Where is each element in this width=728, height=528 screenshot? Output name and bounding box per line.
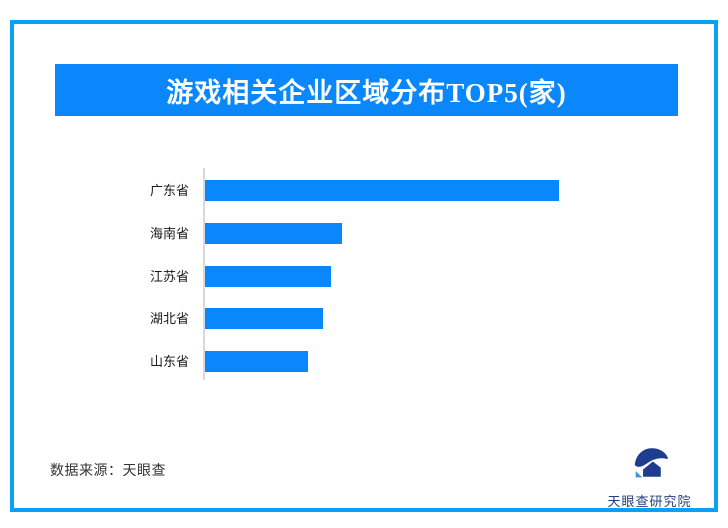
category-label: 广东省 <box>149 183 189 198</box>
brand-logo: 天眼查研究院 <box>597 443 702 510</box>
brand-name: 天眼查研究院 <box>607 494 692 509</box>
y-axis-line <box>203 168 205 380</box>
bar-row-jiangsu: 江苏省 <box>0 266 728 287</box>
bar-row-guangdong: 广东省 <box>0 180 728 201</box>
bar-shandong <box>205 351 308 372</box>
title-banner: 游戏相关企业区域分布TOP5(家) <box>55 64 678 116</box>
bar-row-hainan: 海南省 <box>0 223 728 244</box>
category-label: 山东省 <box>149 354 189 369</box>
bar-hainan <box>205 223 342 244</box>
bar-row-hubei: 湖北省 <box>0 308 728 329</box>
chart-title: 游戏相关企业区域分布TOP5(家) <box>166 77 567 108</box>
bar-hubei <box>205 308 323 329</box>
category-label: 湖北省 <box>149 311 189 326</box>
page-border-frame <box>10 20 718 512</box>
tianyancha-eye-icon <box>629 443 671 485</box>
data-source-note: 数据来源：天眼查 <box>50 462 166 478</box>
category-label: 江苏省 <box>149 269 189 284</box>
bar-guangdong <box>205 180 559 201</box>
bar-jiangsu <box>205 266 331 287</box>
bar-row-shandong: 山东省 <box>0 351 728 372</box>
category-label: 海南省 <box>149 226 189 241</box>
